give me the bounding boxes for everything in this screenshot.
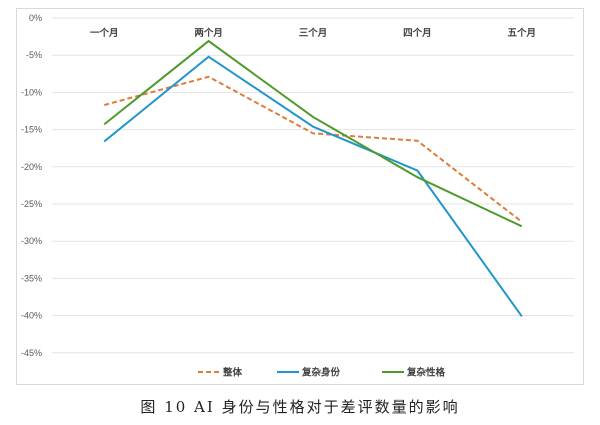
x-tick-label: 三个月 (299, 27, 328, 39)
series-line-0 (103, 75, 523, 223)
legend-label: 复杂身份 (301, 367, 341, 379)
series-line-1 (103, 55, 523, 317)
series-lines (103, 39, 523, 317)
y-tick-label: -40% (21, 311, 42, 321)
figure-caption: 图 10 AI 身份与性格对于差评数量的影响 (140, 398, 460, 416)
y-tick-label: 0% (29, 13, 42, 23)
series-line-2 (103, 39, 523, 228)
y-tick-label: -35% (21, 273, 42, 283)
y-tick-label: -10% (21, 87, 42, 97)
x-tick-label: 一个月 (90, 27, 119, 39)
y-tick-label: -5% (26, 50, 42, 60)
legend-label: 整体 (222, 367, 243, 379)
y-tick-label: -25% (21, 199, 42, 209)
y-tick-label: -20% (21, 162, 42, 172)
x-axis-ticks: 一个月 两个月 三个月 四个月 五个月 (90, 27, 536, 39)
x-tick-label: 五个月 (508, 27, 537, 39)
gridlines (52, 17, 574, 354)
y-axis-ticks: 0% -5% -10% -15% -20% -25% -30% -35% -40% -45% (21, 13, 42, 358)
y-tick-label: -45% (21, 348, 42, 358)
line-chart: 0% -5% -10% -15% -20% -25% -30% -35% -40% -45% 一个… (21, 13, 574, 379)
y-tick-label: -15% (21, 125, 42, 135)
legend-label: 复杂性格 (406, 367, 446, 379)
chart-frame (16, 8, 584, 385)
y-tick-label: -30% (21, 236, 42, 246)
x-tick-label: 两个月 (194, 27, 223, 39)
legend: 整体 复杂身份 复杂性格 (198, 367, 446, 379)
x-tick-label: 四个月 (403, 27, 432, 39)
